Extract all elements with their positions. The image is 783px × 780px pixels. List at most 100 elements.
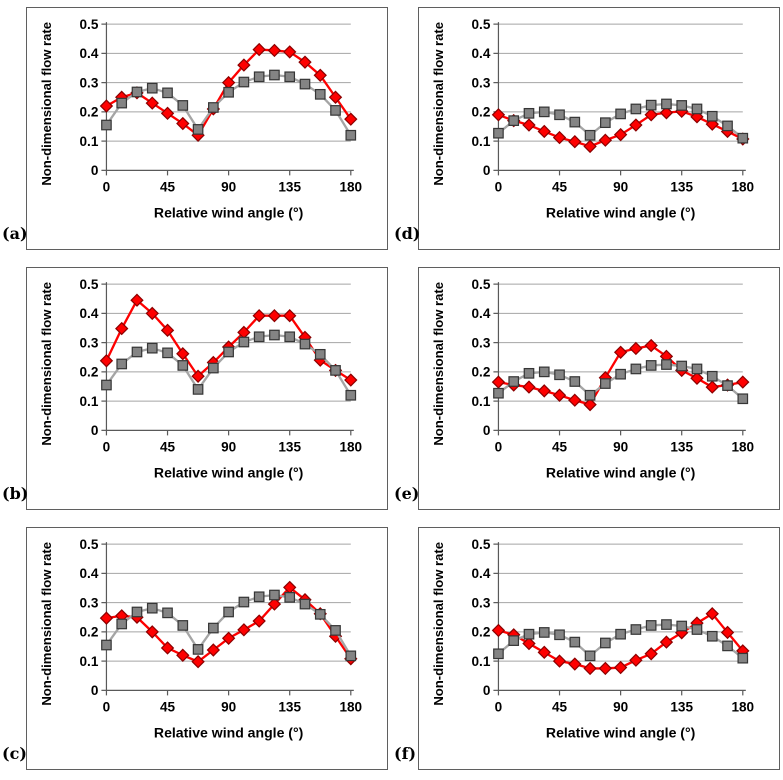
gray-square-series-marker bbox=[299, 598, 311, 610]
y-tick-label: 0.1 bbox=[80, 654, 99, 669]
gray-square-series-marker bbox=[116, 97, 128, 109]
panel-label-f: (f) bbox=[394, 744, 417, 763]
red-diamond-series-marker bbox=[629, 653, 643, 667]
gray-square-series-marker bbox=[253, 591, 265, 603]
panel-label-a: (a) bbox=[2, 224, 28, 243]
gray-square-series-marker bbox=[131, 346, 143, 358]
chart-frame-b: 0 0.1 0.2 0.3 0.4 0.5 0 45 90 135 180 Relative wind… bbox=[26, 267, 388, 510]
y-tick-label: 0.1 bbox=[472, 654, 491, 669]
gray-square-series-marker bbox=[284, 592, 296, 603]
gray-square-series-marker bbox=[177, 360, 189, 371]
x-tick-label: 90 bbox=[613, 180, 628, 195]
gray-square-series-marker bbox=[131, 86, 143, 98]
gray-square-series-marker bbox=[661, 98, 672, 110]
gray-square-series-marker bbox=[177, 620, 189, 631]
red-diamond-series-marker bbox=[160, 106, 175, 121]
x-tick-label: 180 bbox=[339, 700, 362, 715]
x-tick-label: 0 bbox=[103, 440, 111, 455]
red-diamond-series-marker bbox=[252, 309, 266, 323]
y-tick-label: 0.4 bbox=[472, 46, 491, 61]
red-diamond-series-marker bbox=[130, 293, 144, 307]
y-tick-label: 0.4 bbox=[472, 306, 491, 321]
red-diamond-series-marker bbox=[659, 106, 674, 120]
y-tick-label: 0.2 bbox=[80, 105, 99, 120]
red-diamond-series-marker bbox=[644, 338, 658, 353]
x-axis-title: Relative wind angle (°) bbox=[154, 725, 303, 741]
y-tick-label: 0.3 bbox=[472, 75, 491, 90]
gray-square-series-marker bbox=[554, 369, 565, 381]
x-tick-label: 0 bbox=[103, 700, 111, 715]
red-diamond-series-marker bbox=[583, 397, 597, 412]
red-diamond-series-marker bbox=[552, 654, 567, 668]
gray-square-series-marker bbox=[345, 650, 357, 662]
gray-square-series-marker bbox=[223, 86, 234, 98]
red-diamond-series-marker bbox=[145, 306, 159, 321]
y-tick-label: 0.3 bbox=[472, 335, 491, 350]
x-tick-label: 0 bbox=[495, 180, 503, 195]
chart-frame-a: 0 0.1 0.2 0.3 0.4 0.5 0 45 90 135 180 Relative wind… bbox=[26, 7, 388, 250]
red-diamond-series-marker bbox=[720, 625, 735, 640]
gray-square-series-marker bbox=[238, 336, 250, 348]
y-axis-title: Non-dimensional flow rate bbox=[39, 282, 54, 446]
gray-square-series-marker bbox=[314, 348, 326, 360]
y-axis-title: Non-dimensional flow rate bbox=[431, 542, 446, 706]
gray-square-series-marker bbox=[269, 69, 280, 81]
red-diamond-series-marker bbox=[705, 380, 719, 394]
gray-square-series-marker bbox=[253, 71, 265, 83]
y-axis-title: Non-dimensional flow rate bbox=[431, 22, 446, 186]
gray-square-series-marker bbox=[737, 393, 749, 405]
gray-square-series-marker bbox=[101, 639, 112, 651]
gray-square-series-marker bbox=[661, 619, 672, 630]
gray-square-series-marker bbox=[722, 380, 733, 391]
gray-square-series-marker bbox=[508, 376, 520, 387]
gray-square-series-marker bbox=[630, 363, 642, 375]
red-diamond-series-marker bbox=[705, 607, 719, 621]
gray-square-series-marker bbox=[630, 624, 642, 635]
x-tick-label: 180 bbox=[339, 440, 362, 455]
gray-square-series-marker bbox=[508, 635, 520, 646]
x-tick-label: 45 bbox=[552, 180, 568, 195]
y-tick-label: 0.2 bbox=[472, 365, 491, 380]
gray-square-series-marker bbox=[299, 338, 311, 350]
gray-square-series-marker bbox=[208, 102, 219, 113]
chart-panel-e: 0 0.1 0.2 0.3 0.4 0.5 0 45 90 135 180 Relative wind… bbox=[392, 260, 783, 520]
gray-square-series-marker bbox=[523, 367, 535, 379]
y-tick-label: 0.5 bbox=[80, 17, 99, 32]
gray-square-series-marker bbox=[269, 589, 280, 601]
gray-square-series-marker bbox=[615, 628, 626, 640]
x-tick-label: 45 bbox=[160, 440, 176, 455]
gray-square-series-marker bbox=[645, 360, 657, 371]
chart-panel-c: 0 0.1 0.2 0.3 0.4 0.5 0 45 90 135 180 Relative wind… bbox=[0, 520, 391, 780]
red-diamond-series-marker bbox=[537, 645, 551, 660]
chart-frame-e: 0 0.1 0.2 0.3 0.4 0.5 0 45 90 135 180 Relative wind… bbox=[418, 267, 780, 510]
red-diamond-series-marker bbox=[613, 345, 628, 359]
red-diamond-series-marker bbox=[99, 354, 114, 368]
x-tick-label: 135 bbox=[670, 180, 693, 195]
gray-square-series-marker bbox=[284, 71, 296, 83]
y-tick-label: 0.2 bbox=[472, 625, 491, 640]
y-tick-label: 0.4 bbox=[80, 566, 99, 581]
gray-square-series-marker bbox=[569, 116, 581, 128]
gray-square-series-marker bbox=[101, 379, 112, 391]
gray-square-series-marker bbox=[676, 620, 688, 632]
x-tick-label: 135 bbox=[278, 440, 301, 455]
red-diamond-series-marker bbox=[344, 112, 358, 126]
red-diamond-series-marker bbox=[99, 99, 114, 113]
red-diamond-series-marker bbox=[537, 384, 551, 398]
gray-square-series-marker bbox=[569, 636, 581, 648]
y-axis-title: Non-dimensional flow rate bbox=[39, 22, 54, 186]
y-tick-label: 0.5 bbox=[472, 537, 491, 552]
y-tick-label: 0.4 bbox=[80, 306, 99, 321]
y-tick-label: 0.1 bbox=[80, 134, 99, 149]
y-tick-label: 0.3 bbox=[472, 595, 491, 610]
red-diamond-series-marker bbox=[313, 68, 327, 83]
gray-square-series-marker bbox=[691, 103, 703, 115]
red-diamond-series-marker bbox=[629, 341, 643, 356]
chart-panel-a: 0 0.1 0.2 0.3 0.4 0.5 0 45 90 135 180 Relative wind… bbox=[0, 0, 391, 260]
red-diamond-series-marker bbox=[491, 108, 506, 122]
y-tick-label: 0.1 bbox=[472, 134, 491, 149]
gray-square-series-marker bbox=[493, 127, 504, 139]
red-diamond-series-marker bbox=[568, 134, 582, 149]
x-axis-title: Relative wind angle (°) bbox=[154, 465, 303, 481]
red-diamond-series-marker bbox=[252, 614, 266, 628]
